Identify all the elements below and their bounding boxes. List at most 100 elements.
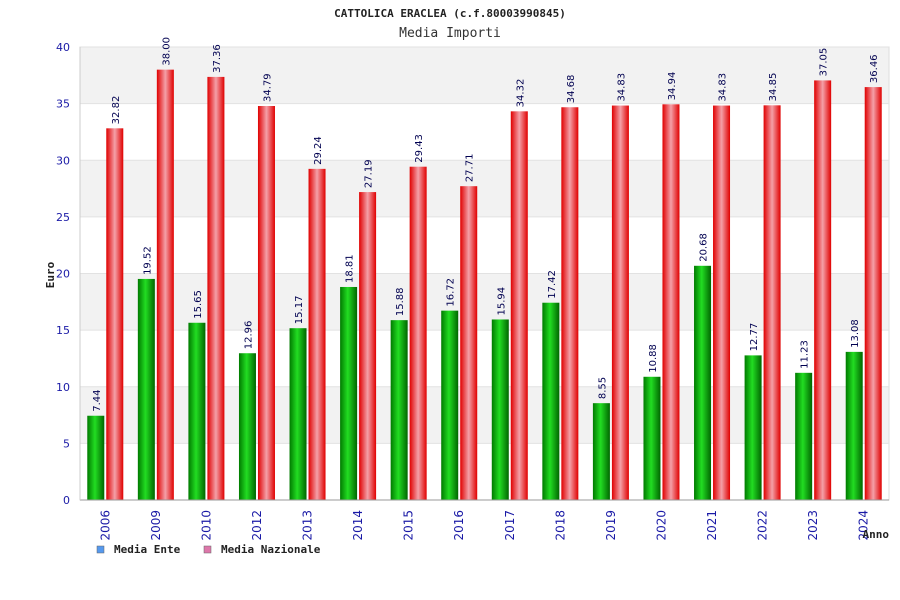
value-label-media-nazionale: 38.00 [161, 37, 172, 66]
value-label-media-nazionale: 29.24 [313, 136, 324, 165]
bar-media-nazionale [713, 105, 731, 501]
x-tick-label: 2018 [553, 510, 567, 541]
bar-media-ente [340, 286, 358, 500]
chart-title: CATTOLICA ERACLEA (c.f.80003990845) [334, 7, 566, 20]
bar-media-nazionale [156, 69, 174, 501]
y-axis-ticks: 0 5 10 15 20 25 30 35 40 [56, 41, 70, 507]
x-tick-label: 2021 [705, 510, 719, 541]
value-label-media-nazionale: 34.94 [667, 72, 678, 101]
value-label-media-ente: 16.72 [446, 278, 457, 307]
bar-media-nazionale [763, 105, 781, 500]
value-label-media-ente: 15.65 [193, 290, 204, 319]
bar-media-nazionale [814, 80, 832, 500]
y-tick-label: 10 [56, 381, 70, 394]
value-label-media-ente: 7.44 [92, 389, 103, 411]
value-label-media-nazionale: 29.43 [414, 134, 425, 163]
value-label-media-nazionale: 27.71 [465, 154, 476, 183]
bar-media-ente [188, 322, 206, 500]
value-label-media-ente: 20.68 [699, 233, 710, 262]
x-tick-label: 2017 [503, 510, 517, 541]
y-tick-label: 25 [56, 211, 70, 224]
bar-media-nazionale [561, 107, 579, 501]
value-label-media-ente: 15.88 [395, 288, 406, 317]
y-tick-label: 5 [63, 437, 70, 450]
bar-media-nazionale [864, 87, 882, 500]
bars [87, 69, 882, 501]
bar-media-nazionale [611, 105, 629, 501]
x-tick-label: 2015 [402, 510, 416, 541]
bar-media-nazionale [308, 168, 326, 500]
bar-media-ente [845, 351, 863, 500]
y-tick-label: 0 [63, 494, 70, 507]
bar-media-ente [542, 302, 560, 500]
x-tick-label: 2023 [806, 510, 820, 541]
value-label-media-nazionale: 34.32 [515, 79, 526, 108]
x-tick-label: 2014 [351, 510, 365, 541]
bar-media-ente [137, 278, 155, 500]
x-tick-label: 2022 [756, 510, 770, 541]
value-label-media-ente: 15.17 [294, 296, 305, 325]
x-tick-label: 2012 [250, 510, 264, 541]
value-label-media-ente: 13.08 [850, 319, 861, 348]
value-label-media-nazionale: 36.46 [869, 54, 880, 83]
bar-media-ente [441, 310, 459, 500]
bar-media-ente [87, 415, 105, 500]
bar-media-ente [744, 355, 762, 500]
bar-media-nazionale [207, 76, 225, 500]
x-tick-label: 2010 [199, 510, 213, 541]
bar-media-ente [289, 328, 307, 500]
x-axis-ticks: 2006 2009 2010 2012 2013 2014 2015 2016 2017 2018… [98, 510, 870, 541]
bar-media-nazionale [257, 106, 275, 501]
y-tick-label: 15 [56, 324, 70, 337]
y-axis-label: Euro [44, 261, 57, 288]
legend: Media Ente Media Nazionale [96, 543, 321, 556]
value-labels: 7.44 32.82 19.52 38.00 15.65 37.36 12.96 34.79 1… [92, 37, 880, 412]
value-label-media-nazionale: 27.19 [364, 159, 375, 188]
x-tick-label: 2009 [149, 510, 163, 541]
value-label-media-nazionale: 34.83 [616, 73, 627, 102]
y-tick-label: 20 [56, 268, 70, 281]
bar-media-ente [643, 376, 661, 500]
y-tick-label: 40 [56, 41, 70, 54]
bar-media-nazionale [510, 111, 528, 501]
value-label-media-ente: 8.55 [597, 377, 608, 399]
x-tick-label: 2024 [857, 510, 871, 541]
value-label-media-nazionale: 37.36 [212, 44, 223, 73]
value-label-media-ente: 17.42 [547, 270, 558, 299]
bar-media-ente [795, 372, 813, 500]
bar-media-nazionale [662, 104, 680, 500]
x-tick-label: 2019 [604, 510, 618, 541]
value-label-media-nazionale: 34.68 [566, 75, 577, 104]
bar-media-nazionale [106, 128, 124, 500]
value-label-media-nazionale: 34.85 [768, 73, 779, 102]
legend-swatch-media-ente [96, 545, 105, 554]
value-label-media-nazionale: 32.82 [111, 96, 122, 125]
bar-media-nazionale [409, 166, 427, 500]
value-label-media-ente: 10.88 [648, 344, 659, 373]
chart-subtitle: Media Importi [399, 26, 501, 41]
bar-media-nazionale [460, 186, 478, 500]
y-tick-label: 30 [56, 154, 70, 167]
x-tick-label: 2020 [654, 510, 668, 541]
value-label-media-ente: 12.96 [243, 321, 254, 350]
x-axis-label: Anno [863, 528, 890, 541]
x-tick-label: 2016 [452, 510, 466, 541]
bar-media-ente [491, 319, 509, 500]
bar-media-ente [694, 265, 712, 500]
legend-label-media-ente: Media Ente [114, 543, 181, 556]
bar-media-ente [592, 403, 610, 500]
bar-media-nazionale [359, 192, 377, 501]
value-label-media-nazionale: 34.79 [262, 73, 273, 102]
value-label-media-ente: 19.52 [142, 246, 153, 275]
value-label-media-nazionale: 37.05 [819, 48, 830, 77]
value-label-media-ente: 12.77 [749, 323, 760, 352]
value-label-media-ente: 15.94 [496, 287, 507, 316]
x-tick-label: 2006 [98, 510, 112, 541]
bar-media-ente [390, 320, 408, 500]
y-tick-label: 35 [56, 98, 70, 111]
value-label-media-nazionale: 34.83 [718, 73, 729, 102]
legend-swatch-media-nazionale [203, 545, 212, 554]
legend-label-media-nazionale: Media Nazionale [221, 543, 321, 556]
value-label-media-ente: 18.81 [345, 254, 356, 283]
